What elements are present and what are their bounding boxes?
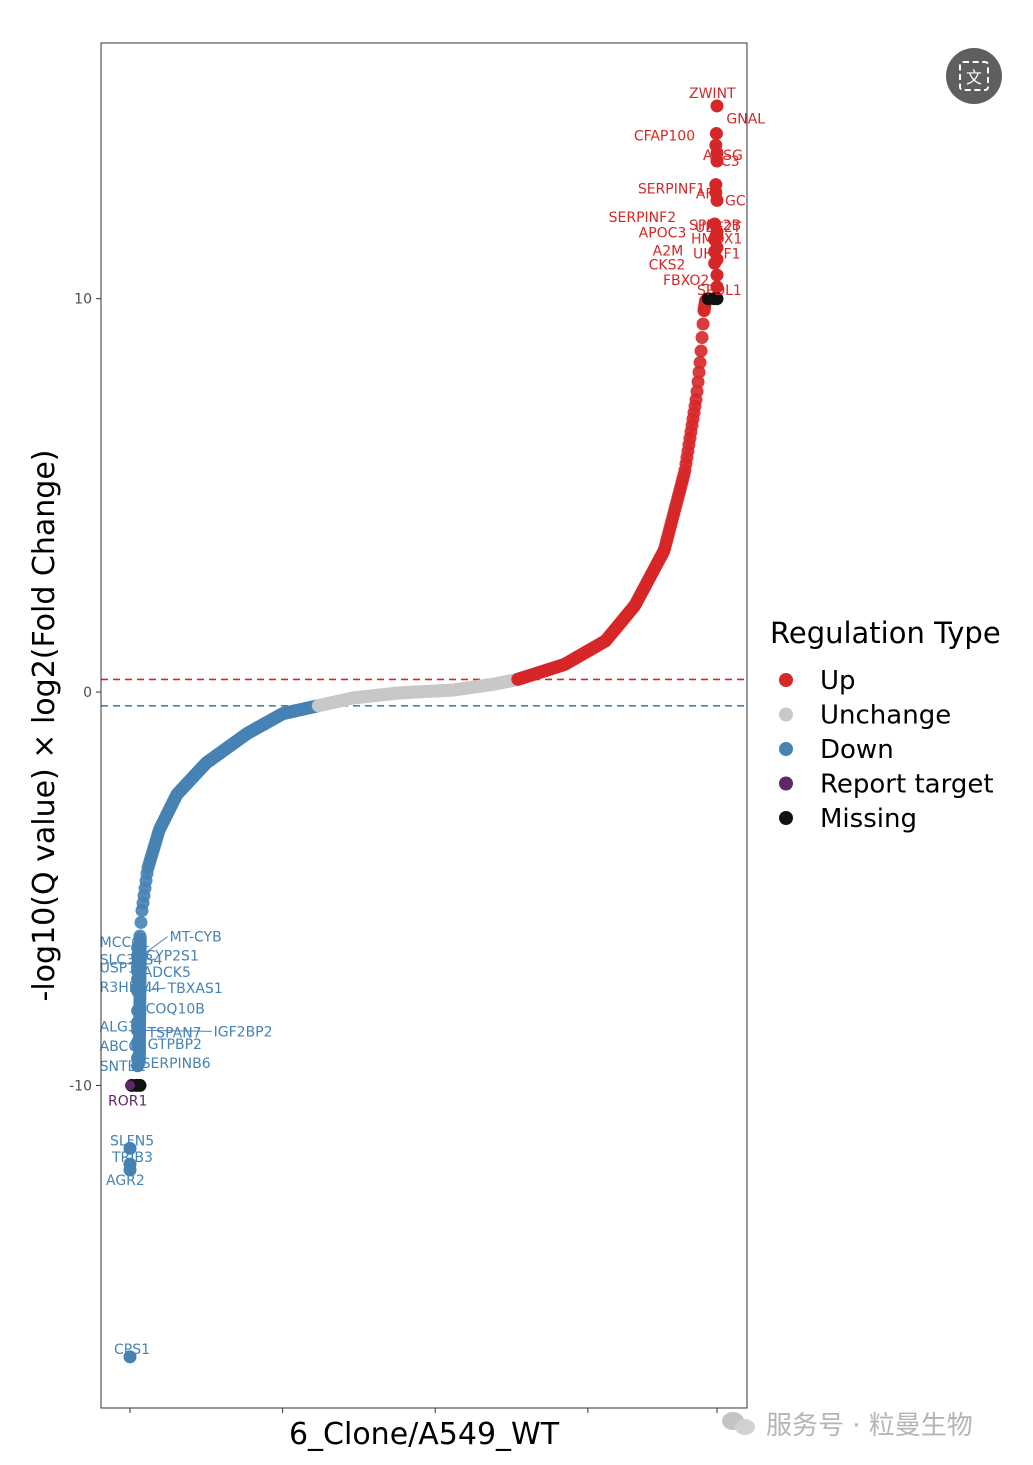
gene-label: GC xyxy=(725,193,746,209)
leader-line xyxy=(141,936,168,957)
legend-item-label: Down xyxy=(820,735,894,765)
report-target-point xyxy=(125,1080,135,1091)
up-point xyxy=(710,154,724,168)
gene-label: UBE2T xyxy=(695,220,742,236)
legend-key xyxy=(779,742,793,756)
gene-label: HMOX1 xyxy=(691,232,742,248)
gene-label: C3 xyxy=(721,154,740,170)
gene-label: AFP xyxy=(696,187,722,203)
data-points xyxy=(123,99,724,1364)
down-point xyxy=(123,1163,137,1177)
down-point xyxy=(131,1059,145,1073)
legend-title: Regulation Type xyxy=(770,616,1001,650)
translate-icon: 文 xyxy=(959,61,989,91)
up-point xyxy=(690,384,704,398)
down-point xyxy=(134,915,148,929)
gene-label: TBXAS1 xyxy=(167,981,223,997)
gene-label: MT-CYB xyxy=(170,930,222,946)
up-point xyxy=(696,317,710,331)
gene-label: ABCC3 xyxy=(100,1039,147,1055)
gene-label: ALG3 xyxy=(100,1019,137,1035)
missing-point xyxy=(133,1078,147,1092)
gene-label: R3HDM4 xyxy=(100,980,161,996)
wechat-icon xyxy=(722,1410,756,1436)
leader-line xyxy=(141,1029,212,1032)
gene-label: UHRF1 xyxy=(693,246,740,262)
gene-label: MCCC1 xyxy=(100,935,150,951)
translate-button[interactable]: 文 xyxy=(946,48,1002,104)
legend-key xyxy=(779,776,793,791)
missing-point xyxy=(710,292,724,306)
gene-label: APOC3 xyxy=(639,226,687,242)
gene-label: ZWINT xyxy=(689,86,736,102)
gene-label: TSPAN7 xyxy=(147,1025,202,1041)
legend-key xyxy=(779,673,793,687)
up-point xyxy=(710,268,724,282)
gene-label: SERPINF2 xyxy=(609,210,676,226)
gene-label: FBXO2 xyxy=(663,273,709,289)
gene-label: SLFN5 xyxy=(110,1133,154,1149)
gene-label: AGR2 xyxy=(106,1173,145,1189)
plot-panel-border xyxy=(100,42,748,1409)
report-target-label: ROR1 xyxy=(108,1093,147,1109)
legend-key xyxy=(779,707,793,722)
legend-item-label: Report target xyxy=(820,770,994,800)
gene-label: COQ10B xyxy=(146,1002,205,1018)
down-point xyxy=(131,1004,145,1018)
up-point xyxy=(710,280,724,294)
y-tick-label: 10 xyxy=(74,292,92,308)
legend-key xyxy=(779,811,793,825)
leader-line xyxy=(141,987,166,992)
y-tick-label: 0 xyxy=(83,685,92,701)
gene-label: SNTB1 xyxy=(100,1059,146,1075)
gene-label: CPS1 xyxy=(114,1342,150,1358)
legend-item-label: Missing xyxy=(820,804,917,834)
gene-label: GTPBP2 xyxy=(148,1037,202,1053)
y-axis-title: -log10(Q value) × log2(Fold Change) xyxy=(27,450,62,1002)
gene-label: SERPINF1 xyxy=(638,181,705,197)
up-point xyxy=(710,99,724,113)
down-point xyxy=(131,1023,145,1037)
legend-item-label: Unchange xyxy=(820,701,951,731)
up-point xyxy=(692,365,706,379)
gene-label: AHSG xyxy=(703,148,743,164)
gene-label: SLC35B4 xyxy=(100,952,163,968)
gene-label: IGF2BP2 xyxy=(214,1024,273,1040)
up-point xyxy=(693,356,707,370)
down-point xyxy=(123,1350,137,1364)
gene-label: CYP2S1 xyxy=(146,948,199,964)
gene-label: TRIB3 xyxy=(111,1150,153,1166)
gene-label: CKS2 xyxy=(649,257,686,273)
up-point xyxy=(691,375,705,389)
down-point xyxy=(123,1141,137,1155)
watermark: 服务号 · 粒曼生物 xyxy=(722,1405,973,1441)
legend-item-label: Up xyxy=(820,666,856,696)
down-point xyxy=(131,1039,145,1053)
y-tick-label: -10 xyxy=(69,1078,92,1094)
gene-label: CFAP100 xyxy=(634,128,695,144)
up-point xyxy=(695,330,709,344)
gene-label: A2M xyxy=(653,243,684,259)
gene-label: SPPL2B xyxy=(689,218,741,234)
up-point xyxy=(710,193,724,207)
axes: 10 0 -10 xyxy=(69,292,718,1413)
gene-label: ADCK5 xyxy=(143,965,191,981)
up-point xyxy=(708,256,722,270)
watermark-text: 服务号 · 粒曼生物 xyxy=(766,1410,973,1441)
up-point xyxy=(709,126,723,140)
gene-label: USP1 xyxy=(100,960,136,976)
down-point xyxy=(131,984,145,998)
gene-label: SPDL1 xyxy=(697,283,742,299)
legend: Regulation Type Up Unchange Down Report tar… xyxy=(770,616,1001,834)
up-point xyxy=(694,344,708,358)
gene-label: GNAL xyxy=(726,111,765,127)
x-axis-title: 6_Clone/A549_WT xyxy=(289,1417,560,1452)
gene-label: SERPINB6 xyxy=(142,1056,211,1072)
